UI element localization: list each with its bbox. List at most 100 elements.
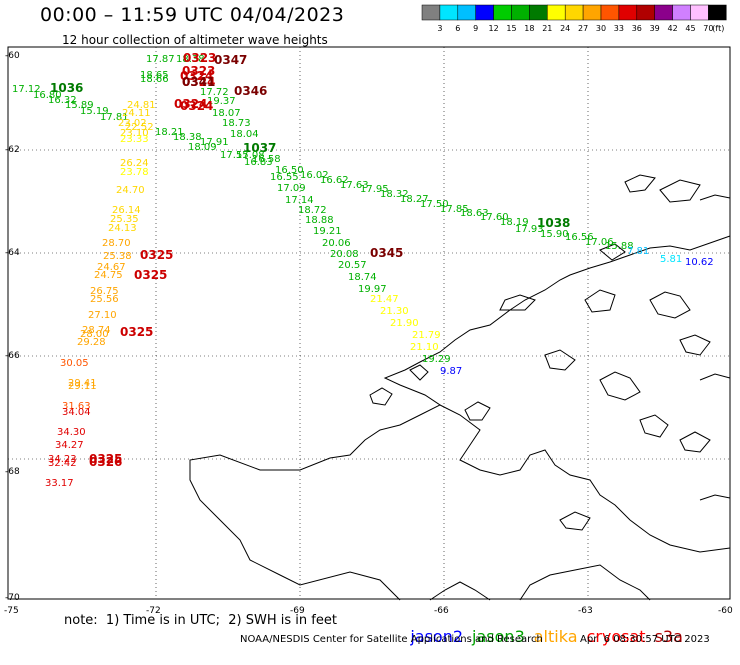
wave-height-value: 33.17: [45, 478, 74, 489]
wave-height-value: 18.66: [140, 74, 169, 85]
wave-height-value: 16.55: [270, 172, 299, 183]
wave-height-value: 18.38: [176, 54, 205, 65]
lon-label: -69: [290, 606, 305, 616]
scale-swatch: [618, 4, 638, 21]
wave-height-value: 21.30: [380, 306, 409, 317]
wave-height-value: 23.02: [118, 118, 147, 129]
wave-height-value: 28.74: [82, 325, 111, 336]
scale-swatch: [582, 4, 602, 21]
wave-height-value: 30.05: [60, 358, 89, 369]
coastline: [189, 174, 731, 601]
pass-time-label: 0324: [182, 75, 215, 89]
scale-tick-label: 39: [650, 24, 660, 33]
wave-height-value: 24.67: [97, 262, 126, 273]
wave-height-value: 16.80: [33, 90, 62, 101]
lat-label: -68: [5, 467, 20, 477]
wave-height-value: 16.58: [252, 154, 281, 165]
satellite-altika: altika: [533, 627, 578, 646]
scale-tick-label: 27: [578, 24, 588, 33]
wave-height-value: 24.70: [116, 185, 145, 196]
generated-timestamp: Apr 6 08:30:57 UTC 2023: [580, 634, 710, 645]
wave-height-value: 17.95: [360, 184, 389, 195]
wave-height-value: 18.32: [380, 189, 409, 200]
wave-height-value: 18.72: [298, 205, 327, 216]
scale-swatch: [421, 4, 441, 21]
scale-tick-label: 15: [506, 24, 516, 33]
wave-height-value: 19.21: [313, 226, 342, 237]
wave-height-value: 19.37: [207, 96, 236, 107]
wave-height-value: 17.72: [200, 87, 229, 98]
wave-height-value: 17.06: [585, 237, 614, 248]
pass-time-label: 0347: [214, 53, 247, 67]
page-subtitle: 12 hour collection of altimeter wave hei…: [62, 33, 328, 47]
scale-tick-label: 70: [703, 24, 713, 33]
pass-time-label: 0346: [234, 84, 267, 98]
lon-label: -60: [718, 606, 733, 616]
wave-height-value: 9.87: [440, 366, 462, 377]
wave-height-value: 16.56: [565, 232, 594, 243]
pass-time-label: 0325: [140, 248, 173, 262]
wave-height-value: 17.08: [236, 150, 265, 161]
wave-height-value: 21.10: [410, 342, 439, 353]
wave-height-value: 15.90: [540, 229, 569, 240]
scale-swatch: [690, 4, 709, 21]
scale-swatch: [654, 4, 673, 21]
color-scale-legend: 3 6 9 12 15 18 21 24 27 30 33 36 39 42 45 70(ft): [421, 4, 727, 33]
wave-height-map-page: 00:00 – 11:59 UTC 04/04/2023 12 hour col…: [4, 4, 733, 646]
wave-height-value: 15.89: [65, 100, 94, 111]
wave-height-value: 26.24: [120, 158, 149, 169]
scale-tick-label: 21: [542, 24, 552, 33]
credit-text: NOAA/NESDIS Center for Satellite Applica…: [240, 634, 543, 645]
scale-tick-label: 24: [560, 24, 570, 33]
pass-time-label: 0323: [183, 51, 216, 65]
wave-height-value: 16.32: [48, 95, 77, 106]
scale-swatch: [511, 4, 530, 21]
scale-tick-label: 6: [455, 24, 460, 33]
lon-label: -63: [578, 606, 593, 616]
satellite-jason2: jason2: [410, 627, 464, 646]
lon-label: -75: [4, 606, 19, 616]
wave-height-value: 18.38: [173, 132, 202, 143]
scale-tick-label: 33: [614, 24, 624, 33]
lat-label: -60: [5, 51, 20, 61]
wave-height-value: 24.81: [127, 100, 156, 111]
pass-time-label: 1036: [50, 81, 83, 95]
wave-height-value: 26.75: [90, 286, 119, 297]
wave-height-value: 23.78: [120, 167, 149, 178]
wave-height-value: 21.90: [390, 318, 419, 329]
pass-time-label: 1037: [243, 141, 276, 155]
scale-swatch: [672, 4, 691, 21]
scale-swatch: [636, 4, 655, 21]
map-frame: [7, 46, 731, 600]
wave-height-value: 25.35: [110, 214, 139, 225]
wave-height-value: 25.56: [90, 294, 119, 305]
wave-height-value: 17.93: [515, 224, 544, 235]
pass-time-label: 0325: [120, 325, 153, 339]
wave-height-value: 17.50: [420, 199, 449, 210]
wave-height-value: 21.79: [412, 330, 441, 341]
wave-height-value: 7.81: [627, 246, 649, 257]
pass-time-label: 0323: [182, 64, 215, 78]
wave-height-value: 28.00: [80, 329, 109, 340]
pass-time-label: 1038: [537, 216, 570, 230]
wave-height-value: 16.02: [300, 170, 329, 181]
lon-label: -66: [434, 606, 449, 616]
page-title: 00:00 – 11:59 UTC 04/04/2023: [40, 4, 345, 26]
scale-tick-label: 12: [489, 24, 499, 33]
lat-label: -62: [5, 145, 20, 155]
wave-height-value: 18.07: [212, 108, 241, 119]
wave-height-value: 17.63: [340, 180, 369, 191]
pass-time-label: 0325: [89, 452, 122, 466]
wave-height-value: 24.11: [122, 108, 151, 119]
pass-time-label: 0324: [174, 97, 207, 111]
wave-height-value: 19.29: [422, 354, 451, 365]
pass-time-label: 0324: [180, 99, 213, 113]
wave-height-value: 18.74: [348, 272, 377, 283]
wave-height-value: 17.85: [440, 204, 469, 215]
wave-height-value: 18.04: [230, 129, 259, 140]
wave-height-value: 17.14: [285, 195, 314, 206]
scale-tick-label: 9: [473, 24, 478, 33]
wave-height-value: 16.50: [275, 165, 304, 176]
wave-height-value: 18.27: [400, 194, 429, 205]
